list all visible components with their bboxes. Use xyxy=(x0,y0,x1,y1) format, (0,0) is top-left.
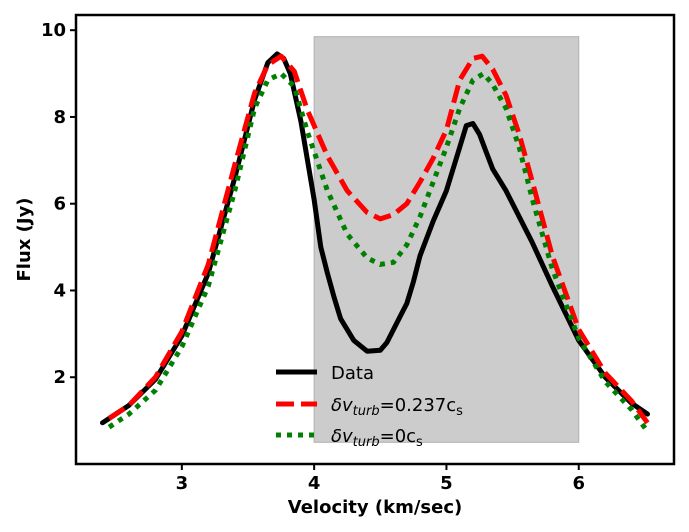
legend: Data δvturb=0.237cs δvturb=0cs xyxy=(276,363,463,450)
shaded-region xyxy=(313,36,580,443)
y-tick-label: 8 xyxy=(53,107,66,128)
plot-frame xyxy=(74,13,676,466)
plot-area xyxy=(313,36,580,443)
x-axis-label: Velocity (km/sec) xyxy=(288,497,462,518)
legend-label-turb0: δvturb=0cs xyxy=(331,426,423,450)
series-line-turb0237 xyxy=(107,53,650,425)
x-tick-label: 6 xyxy=(572,473,585,494)
y-tick-label: 10 xyxy=(41,20,66,41)
series-line-turb0 xyxy=(107,71,650,433)
y-tick-label: 4 xyxy=(53,280,66,301)
x-tick-label: 4 xyxy=(308,473,321,494)
x-tick-label: 3 xyxy=(176,473,189,494)
legend-label-Data: Data xyxy=(331,363,374,384)
y-axis-label: Flux (Jy) xyxy=(14,197,35,281)
legend-label-turb0237: δvturb=0.237cs xyxy=(331,395,463,419)
series-layer xyxy=(100,51,650,433)
y-tick-label: 2 xyxy=(53,367,66,388)
ticks-layer: 3 4 5 6 2 4 6 8 10 xyxy=(41,20,585,494)
y-tick-label: 6 xyxy=(53,194,66,215)
x-tick-label: 5 xyxy=(440,473,453,494)
